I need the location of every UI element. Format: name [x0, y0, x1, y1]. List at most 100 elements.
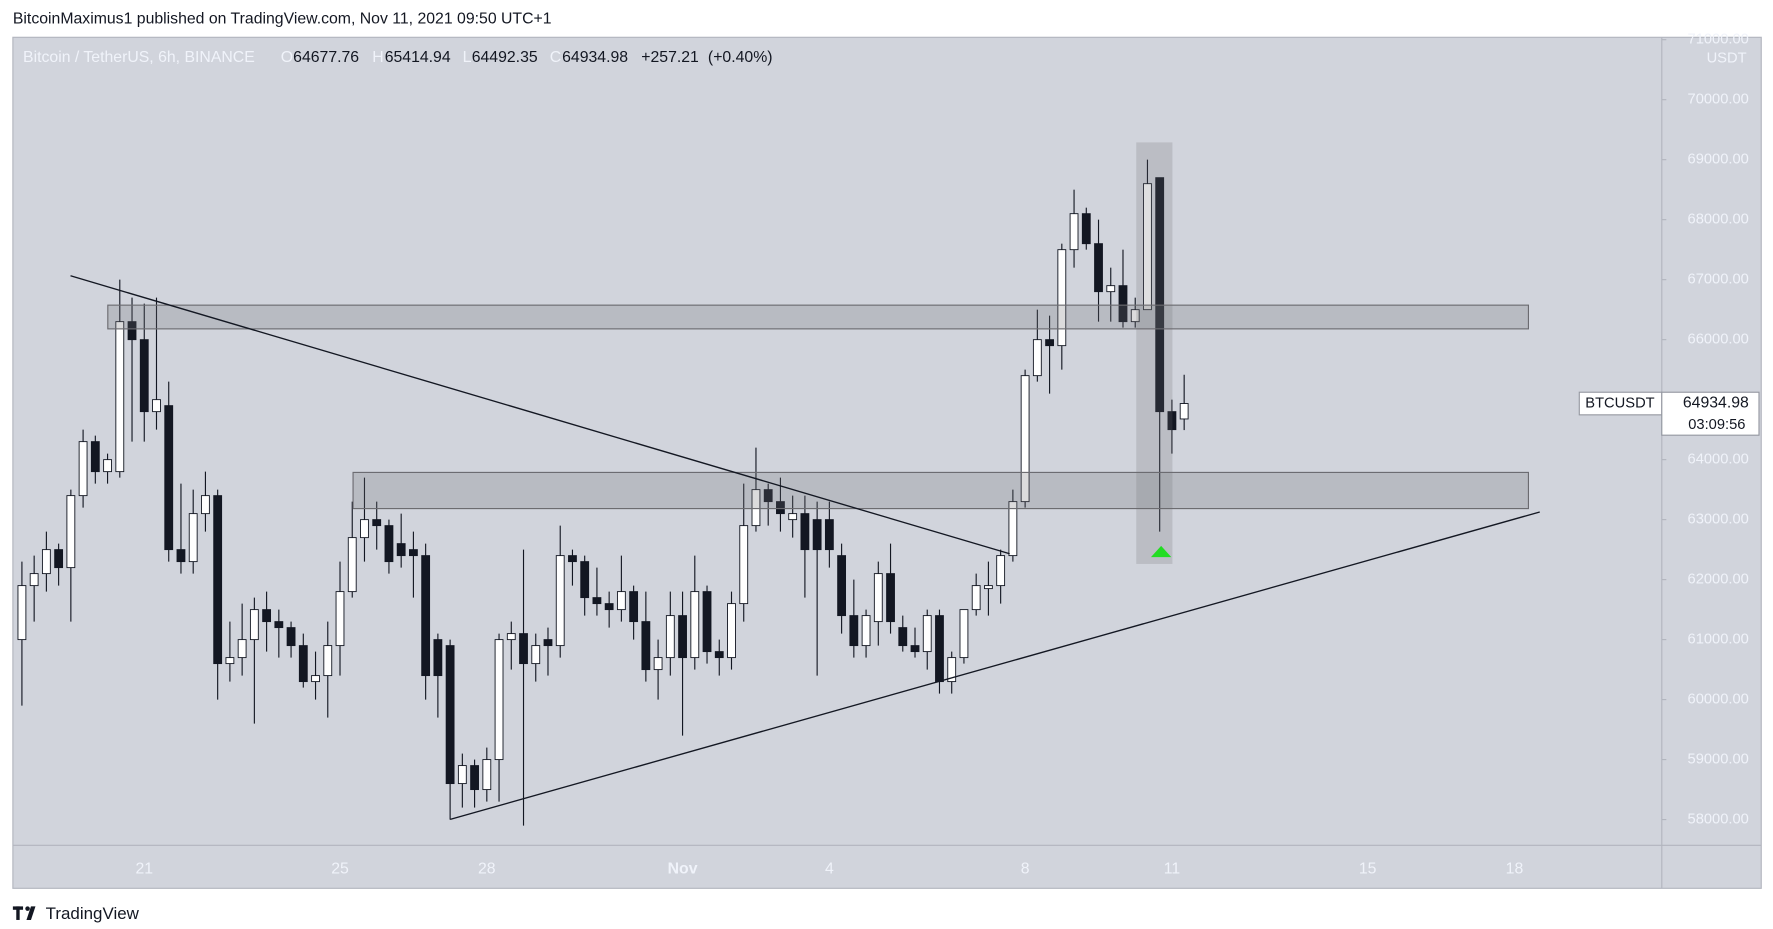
candle-body [262, 609, 272, 623]
candle-body [690, 591, 700, 659]
candle-body [935, 615, 944, 683]
price-tag-box [1661, 391, 1760, 436]
candle-body [776, 501, 785, 515]
candle-body [421, 555, 431, 677]
candle-body [1106, 285, 1116, 293]
candle-body [103, 459, 112, 473]
candle-body [837, 555, 847, 617]
y-tick-label: 69000.00 [1688, 152, 1749, 168]
candle-body [384, 525, 394, 563]
candle-body [323, 645, 333, 677]
y-tick-label: 68000.00 [1688, 212, 1749, 228]
green-arrow [1150, 545, 1172, 558]
legend-c: C [550, 49, 561, 66]
candle-body [849, 615, 859, 647]
candle-body [714, 651, 724, 659]
candle-body [17, 585, 27, 641]
candle-body [164, 405, 174, 551]
candle-body [445, 645, 455, 785]
candle-body [653, 657, 663, 671]
x-tick-label: 8 [1021, 860, 1030, 877]
highlight-box [1136, 142, 1173, 564]
candle-body [824, 519, 834, 551]
legend-low: 64492.35 [472, 49, 538, 66]
candle-body [298, 645, 308, 683]
candle-body [678, 615, 687, 659]
y-tick-label: 62000.00 [1688, 571, 1749, 587]
candle-body [861, 615, 871, 647]
legend-open: 64677.76 [293, 49, 359, 66]
brand-logo [12, 906, 36, 920]
candle-body [910, 645, 920, 653]
candle-body [702, 591, 712, 653]
candle-body [311, 675, 320, 683]
support-zone [352, 471, 1530, 510]
candle-body [1130, 309, 1140, 323]
candle-body [519, 633, 528, 665]
legend-change: +257.21 [641, 49, 699, 66]
candle-body [1143, 183, 1152, 311]
candle-body [531, 645, 541, 665]
candle-body [54, 549, 64, 569]
candle-body [1057, 249, 1067, 347]
candle-body [335, 591, 345, 647]
y-tick-label: 70000.00 [1688, 92, 1749, 108]
y-axis-unit: USDT [1707, 51, 1747, 67]
legend-high: 65414.94 [385, 49, 451, 66]
candle-body [115, 321, 125, 473]
legend-change-pct: (+0.40%) [708, 49, 773, 66]
x-tick-label: 21 [135, 860, 153, 877]
candle-body [568, 555, 577, 563]
candle-body [947, 657, 957, 683]
candle-body [1069, 213, 1079, 251]
candle-body [139, 339, 149, 413]
ascending-trendline [450, 511, 1540, 821]
legend-l: L [463, 49, 472, 66]
candle-body [1118, 285, 1128, 323]
candle-body [959, 609, 969, 659]
candle-body [90, 441, 100, 473]
logo-part [25, 906, 30, 911]
candle-body [213, 495, 223, 665]
candle-body [249, 609, 259, 641]
candle-body [580, 561, 590, 599]
candle-body [1020, 375, 1030, 503]
candle-body [360, 519, 369, 539]
y-tick-label: 67000.00 [1688, 272, 1749, 288]
x-tick-label: 15 [1359, 860, 1377, 877]
candle-body [176, 549, 186, 563]
candle-body [1179, 403, 1189, 420]
candle-body [127, 321, 137, 341]
candle-body [41, 549, 51, 575]
candle-body [984, 585, 993, 590]
candle-body [739, 525, 749, 605]
x-tick-label: Nov [668, 860, 698, 877]
x-tick-label: 25 [331, 860, 349, 877]
y-tick-label: 61000.00 [1688, 631, 1749, 647]
candle-body [347, 537, 357, 593]
resistance-zone [107, 304, 1530, 330]
legend-o: O [281, 49, 293, 66]
candle-body [665, 615, 675, 659]
x-tick-label: 28 [478, 860, 496, 877]
x-tick-label: 11 [1164, 860, 1181, 877]
candle-body [922, 615, 932, 653]
candle-body [433, 639, 443, 677]
candles [17, 159, 1189, 826]
candle-body [1008, 501, 1018, 557]
logo-part [16, 906, 20, 920]
candle-body [898, 627, 908, 647]
candle-body [1081, 213, 1091, 245]
descending-trendline [70, 275, 1010, 555]
candle-body [201, 495, 210, 515]
candle-body [616, 591, 626, 611]
candle-body [1167, 411, 1177, 431]
candle-body [727, 603, 736, 659]
candle-body [788, 513, 798, 521]
candle-body [1155, 177, 1165, 413]
candle-body [78, 441, 88, 497]
candle-body [800, 513, 810, 551]
y-tick-label: 58000.00 [1688, 811, 1749, 827]
x-tick-label: 18 [1506, 860, 1524, 877]
